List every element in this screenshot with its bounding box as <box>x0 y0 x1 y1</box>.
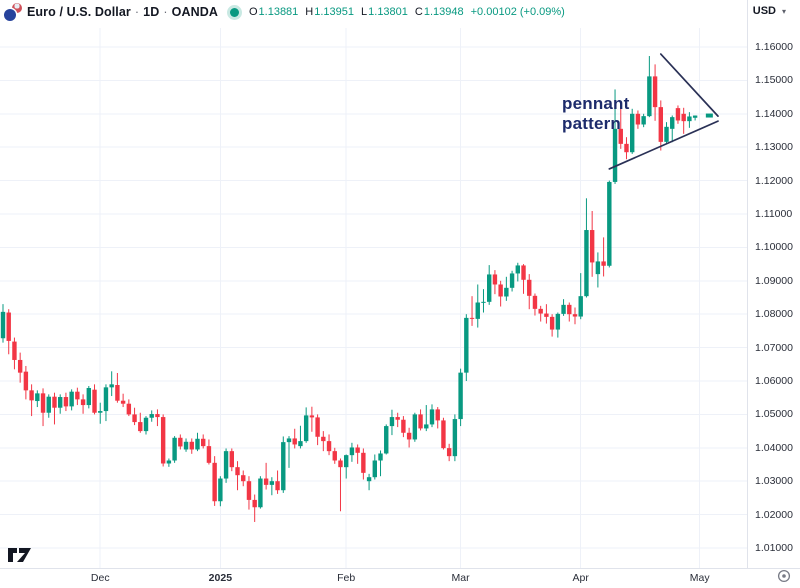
market-open-dot <box>229 7 239 17</box>
title-separator: · <box>163 5 168 19</box>
chevron-down-icon: ▾ <box>781 6 786 16</box>
target-icon[interactable] <box>776 568 792 584</box>
currency-label: USD <box>752 5 776 17</box>
price-tick-label: 1.05000 <box>755 408 793 421</box>
pennant-annotation-line1: pennant <box>562 94 630 113</box>
price-tick-label: 1.10000 <box>755 241 793 254</box>
open-value: 1.13881 <box>258 6 299 18</box>
open-label: O <box>248 6 258 18</box>
pennant-annotation-line2: pattern <box>562 114 622 133</box>
price-axis[interactable]: 1.16000 1.15000 1.14000 1.13000 1.12000 1.110… <box>747 0 800 568</box>
low-label: L <box>361 6 368 18</box>
price-tick-label: 1.14000 <box>755 107 793 120</box>
price-tick-label: 1.07000 <box>755 341 793 354</box>
change-value: +0.00102 (+0.09%) <box>470 6 565 18</box>
symbol-title[interactable]: Euro / U.S. Dollar · 1D · OANDA <box>27 5 218 19</box>
price-tick-label: 1.09000 <box>755 274 793 287</box>
price-tick-label: 1.16000 <box>755 41 793 53</box>
time-tick-label: Dec <box>90 572 110 584</box>
price-tick-label: 1.08000 <box>755 308 793 321</box>
price-tick-label: 1.13000 <box>755 141 793 154</box>
title-separator: · <box>134 5 140 19</box>
price-tick-label: 1.01000 <box>755 542 793 554</box>
low-value: 1.13801 <box>368 6 408 18</box>
price-tick-label: 1.03000 <box>755 475 793 488</box>
price-tick-label: 1.12000 <box>755 174 793 187</box>
timeframe-label[interactable]: 1D <box>143 5 160 19</box>
high-value: 1.13951 <box>314 6 355 18</box>
time-tick-label: May <box>689 572 710 584</box>
pennant-annotation[interactable]: pennant pattern <box>562 94 630 134</box>
time-axis[interactable]: Dec 2025 Feb Mar Apr May <box>0 568 800 588</box>
high-label: H <box>305 6 314 18</box>
price-tick-label: 1.02000 <box>755 508 793 521</box>
time-tick-label: Feb <box>337 572 356 584</box>
close-value: 1.13948 <box>423 6 464 18</box>
price-tick-label: 1.06000 <box>755 375 793 387</box>
currency-selector[interactable]: USD ▾ <box>753 5 786 17</box>
exchange-label[interactable]: OANDA <box>171 5 218 19</box>
price-tick-label: 1.15000 <box>755 74 793 87</box>
time-tick-label: Mar <box>451 572 470 584</box>
price-tick-label: 1.04000 <box>755 441 793 454</box>
time-tick-label: Apr <box>572 572 589 584</box>
price-tick-label: 1.11000 <box>755 208 793 220</box>
time-tick-label: 2025 <box>208 572 233 584</box>
eur-usd-pair-icon <box>4 3 22 21</box>
tradingview-logo[interactable] <box>7 546 37 564</box>
chart-header: Euro / U.S. Dollar · 1D · OANDA O 1.13881 H 1.… <box>0 0 800 26</box>
symbol-name[interactable]: Euro / U.S. Dollar <box>27 5 131 19</box>
close-label: C <box>414 6 423 18</box>
ohlc-readout: O 1.13881 H 1.13951 L 1.13801 C 1.13948 +0.0… <box>249 6 565 18</box>
